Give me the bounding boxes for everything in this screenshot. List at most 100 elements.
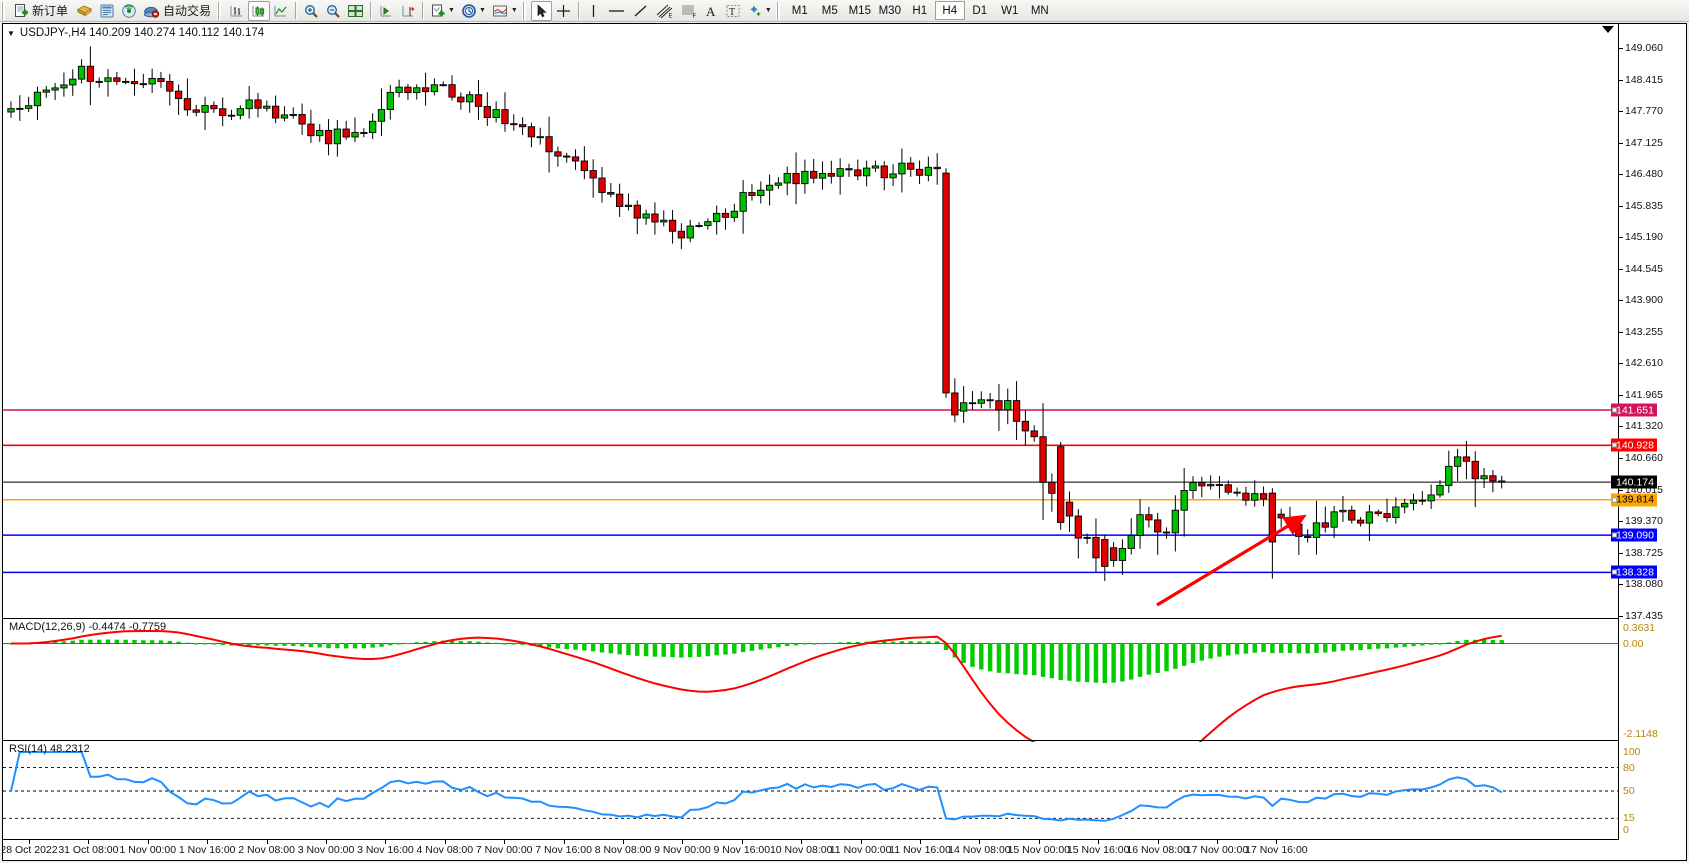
macd-histogram-bar: [1146, 643, 1152, 675]
chevron-down-icon-4[interactable]: ▼: [764, 7, 772, 14]
horizontal-line-button[interactable]: [604, 1, 629, 21]
autotrading-button[interactable]: 自动交易: [140, 1, 216, 21]
objects-button[interactable]: ▼: [744, 1, 775, 21]
time-tick: [1098, 840, 1100, 844]
chart-canvas[interactable]: ▼ USDJPY-,H4 140.209 140.274 140.112 140…: [3, 24, 1686, 860]
macd-histogram-bar: [899, 641, 905, 644]
price-tag-pivot-line[interactable]: 139.814: [1611, 493, 1657, 507]
timeframe-button-mn[interactable]: MN: [1030, 4, 1049, 17]
timeframe-button-h4[interactable]: H4: [934, 1, 965, 20]
text-label-button[interactable]: T: [722, 1, 744, 21]
text-button[interactable]: A: [701, 1, 722, 21]
macd-histogram-bar: [1331, 643, 1337, 652]
templates-button[interactable]: ▼: [489, 1, 521, 21]
price-axis[interactable]: 149.060 148.415 147.770 147.125 146.480 145.8…: [1611, 24, 1686, 840]
candle: [959, 386, 968, 424]
rsi-pane[interactable]: [3, 742, 1619, 840]
candle: [951, 378, 959, 423]
macd-histogram-bar: [291, 643, 296, 647]
price-tick-label: 142.610: [1625, 357, 1663, 370]
candle: [1268, 488, 1277, 579]
time-tick: [504, 840, 506, 844]
indicators-button[interactable]: ▼: [427, 1, 458, 21]
candle: [686, 219, 694, 243]
time-tick: [860, 840, 862, 844]
chevron-down-icon[interactable]: ▼: [448, 7, 455, 14]
chart-collapse-icon[interactable]: ▼: [7, 28, 15, 38]
macd-histogram-bar: [1137, 643, 1143, 677]
price-tag-handle[interactable]: [1612, 497, 1617, 503]
price-tag-handle[interactable]: [1612, 442, 1617, 448]
timeframe-button-h1[interactable]: H1: [912, 4, 928, 17]
timeframe-button-d1[interactable]: D1: [972, 4, 988, 17]
chart-shift-marker[interactable]: [1602, 26, 1614, 33]
price-tag-support-line[interactable]: 139.090: [1611, 528, 1657, 542]
timeframe-button-m15[interactable]: M15: [848, 4, 871, 17]
candle: [527, 122, 536, 148]
line-chart-button[interactable]: [270, 1, 292, 21]
price-tag-handle[interactable]: [1612, 407, 1617, 413]
toolbar-grip[interactable]: [1, 1, 8, 20]
time-axis[interactable]: 28 Oct 2022 31 Oct 08:00 1 Nov 00:00 1 Nov …: [3, 839, 1619, 860]
candle: [157, 71, 165, 88]
toolbar-grip-2[interactable]: [217, 1, 225, 20]
price-tag-current-price[interactable]: 140.174: [1611, 475, 1657, 489]
candle: [1277, 508, 1285, 528]
tile-windows-button[interactable]: [344, 1, 367, 21]
toolbar-grip-3[interactable]: [521, 1, 529, 20]
cursor-button[interactable]: [530, 0, 552, 21]
data-window-button[interactable]: [118, 1, 140, 21]
price-tag-label: 139.090: [1616, 529, 1654, 542]
price-tag-resistance-line[interactable]: 141.651: [1611, 403, 1657, 417]
pane-divider-rsi[interactable]: [3, 740, 1619, 741]
timeframe-button-m5[interactable]: M5: [821, 4, 838, 17]
candlestick-chart-button[interactable]: [248, 0, 271, 21]
price-tag-handle[interactable]: [1612, 569, 1617, 575]
price-pane[interactable]: [3, 24, 1619, 620]
macd-histogram-bar: [705, 643, 711, 657]
candle: [360, 128, 368, 138]
candle: [439, 81, 447, 87]
equidistant-channel-button[interactable]: E: [652, 1, 677, 21]
candle: [554, 146, 562, 167]
pane-divider-macd[interactable]: [3, 618, 1619, 619]
auto-scroll-button[interactable]: [375, 1, 397, 21]
price-tag-support-line[interactable]: 138.328: [1611, 565, 1657, 579]
chevron-down-icon-3[interactable]: ▼: [510, 7, 518, 14]
zoom-out-button[interactable]: [322, 1, 344, 21]
bar-chart-button[interactable]: [226, 1, 248, 21]
candle: [236, 105, 244, 120]
chart-shift-button[interactable]: [397, 1, 419, 21]
new-order-button[interactable]: 新订单: [10, 1, 73, 21]
chevron-down-icon-2[interactable]: ▼: [478, 7, 486, 14]
vertical-line-button[interactable]: [583, 1, 604, 21]
candle: [1489, 470, 1497, 493]
macd-histogram-bar: [802, 643, 808, 645]
price-tag-handle[interactable]: [1612, 532, 1617, 538]
price-tag-resistance-line[interactable]: 140.928: [1611, 438, 1657, 452]
trendline-button[interactable]: [629, 1, 652, 21]
fibonacci-button[interactable]: F: [677, 1, 701, 21]
toolbar-grip-4[interactable]: [775, 1, 783, 20]
candle: [1401, 498, 1409, 514]
expert-advisors-button[interactable]: [73, 1, 96, 21]
candle: [986, 393, 994, 409]
periods-button[interactable]: ▼: [458, 1, 489, 21]
timeframe-button-m30[interactable]: M30: [878, 4, 901, 17]
timeframe-button-w1[interactable]: W1: [1001, 4, 1019, 17]
macd-pane[interactable]: [3, 620, 1619, 742]
candle: [1392, 497, 1400, 524]
chart-window[interactable]: ▼ USDJPY-,H4 140.209 140.274 140.112 140…: [2, 23, 1687, 861]
macd-histogram-bar: [626, 643, 631, 655]
price-tick: [1619, 584, 1623, 586]
new-order-label: 新订单: [32, 3, 69, 18]
crosshair-button[interactable]: [552, 1, 575, 21]
macd-histogram-bar: [485, 642, 490, 644]
timeframe-button-m1[interactable]: M1: [791, 4, 808, 17]
market-watch-button[interactable]: [96, 1, 118, 21]
zoom-in-button[interactable]: [300, 1, 322, 21]
candle: [386, 84, 394, 120]
candle: [810, 158, 818, 184]
price-tick-label: 137.435: [1625, 610, 1663, 622]
macd-histogram-bar: [158, 640, 164, 644]
